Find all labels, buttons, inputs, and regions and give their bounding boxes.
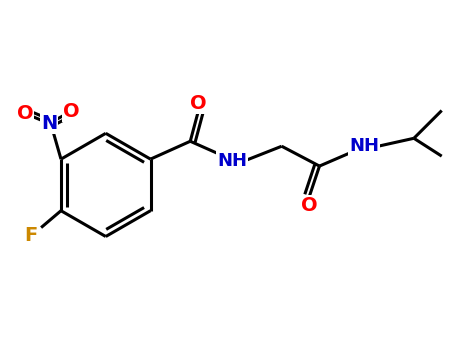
Text: N: N — [41, 114, 57, 133]
Text: NH: NH — [349, 137, 379, 155]
Text: O: O — [63, 102, 79, 121]
Text: F: F — [25, 226, 38, 245]
Text: O: O — [190, 94, 207, 113]
Text: O: O — [301, 196, 318, 215]
Text: NH: NH — [217, 152, 247, 170]
Text: O: O — [17, 104, 34, 123]
